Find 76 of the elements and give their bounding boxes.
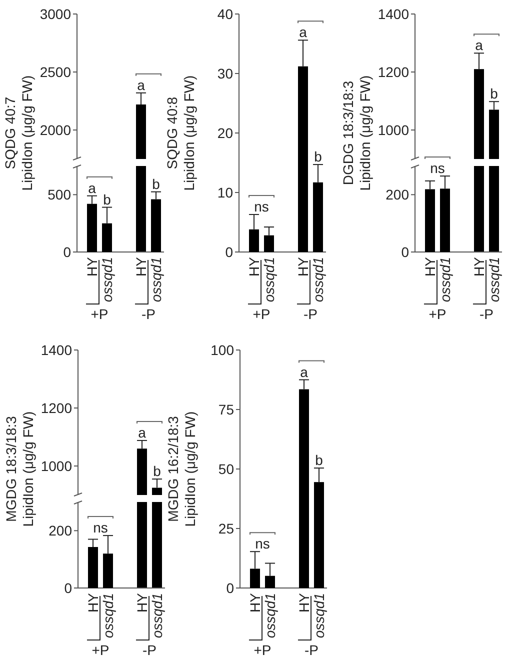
data-label: b	[153, 463, 162, 480]
data-label: a	[475, 37, 484, 54]
y-tick-label: 0	[63, 244, 72, 260]
data-label: b	[315, 452, 324, 468]
y-tick-label: 200	[48, 522, 72, 539]
x-tick-label: HY	[246, 256, 262, 276]
y-tick-label: 0	[64, 580, 72, 596]
data-label: b	[103, 191, 112, 208]
y-tick-label: 0	[401, 244, 410, 260]
x-tick-label: HY	[295, 256, 311, 276]
y-tick-label: 40	[217, 6, 234, 22]
text: -P	[142, 306, 156, 322]
y-axis-title: DGDG 18:3/18:3 LipidIon (μg/g FW)	[340, 75, 373, 191]
y-tick-label: 1000	[40, 458, 72, 474]
x-tick-label: HY	[471, 256, 487, 276]
x-tick-label: HY	[85, 592, 101, 612]
y-tick-label: 2000	[40, 122, 72, 138]
y-tick-label: 0	[225, 244, 234, 260]
y-tick-label: 100	[210, 342, 234, 358]
x-tick-label: ossqd1	[437, 257, 453, 302]
x-tick-label: HY	[133, 256, 149, 276]
y-tick-label: 1000	[378, 122, 410, 138]
y-tick-label: 75	[218, 401, 234, 418]
data-label: b	[152, 176, 160, 192]
y-tick-label: 2500	[40, 64, 72, 80]
x-tick-label: ossqd1	[99, 257, 115, 302]
data-label: b	[314, 148, 322, 165]
y-tick-label: 1400	[40, 342, 72, 358]
text: +P	[254, 642, 272, 658]
text: +P	[92, 642, 110, 658]
data-label: ns	[254, 198, 269, 215]
text: +P	[252, 306, 270, 322]
y-tick-label: 20	[217, 124, 234, 141]
data-label: ns	[430, 160, 445, 176]
x-tick-label: ossqd1	[149, 593, 165, 638]
x-tick-label: ossqd1	[262, 593, 278, 638]
y-tick-label: 500	[48, 186, 72, 203]
text: -P	[142, 642, 156, 658]
data-label: a	[88, 180, 96, 196]
x-tick-label: ossqd1	[148, 257, 164, 302]
y-tick-label: 1400	[378, 6, 410, 22]
y-tick-label: 0	[226, 580, 234, 596]
y-tick-label: 50	[218, 460, 234, 477]
x-tick-label: HY	[296, 592, 312, 612]
y-tick-label: 3000	[40, 6, 72, 22]
y-tick-label: 200	[386, 186, 410, 203]
x-tick-label: HY	[247, 592, 263, 612]
data-label: a	[138, 424, 146, 440]
text: -P	[480, 306, 494, 322]
text: +P	[90, 306, 108, 322]
y-axis-title: MGDG 18:3/18:3 LipidIon (μg/g FW)	[3, 411, 36, 527]
text: -P	[304, 642, 318, 658]
y-axis-title: SQDG 40:8 LipidIon (μg/g FW)	[164, 75, 197, 191]
x-tick-label: ossqd1	[100, 593, 116, 638]
x-tick-label: HY	[422, 256, 438, 276]
x-tick-label: ossqd1	[311, 593, 327, 638]
x-tick-label: HY	[84, 256, 100, 276]
y-axis-title: SQDG 40:7 LipidIon (μg/g FW)	[2, 75, 35, 191]
x-tick-label: ossqd1	[261, 257, 277, 302]
x-tick-label: ossqd1	[486, 257, 502, 302]
y-tick-label: 10	[217, 184, 234, 200]
data-label: ns	[93, 520, 108, 536]
data-label: a	[137, 76, 146, 93]
x-tick-label: ossqd1	[310, 257, 326, 302]
y-axis-title: MGDG 16:2/18:3 LipidIon (μg/g FW)	[165, 411, 198, 527]
text: -P	[304, 306, 318, 322]
data-label: a	[300, 364, 308, 380]
y-tick-label: 25	[218, 520, 234, 536]
y-tick-label: 1200	[378, 64, 410, 80]
text: +P	[428, 306, 446, 322]
data-label: b	[490, 86, 498, 102]
data-label: ns	[255, 536, 270, 552]
y-tick-label: 1200	[40, 400, 72, 416]
data-label: a	[299, 24, 308, 40]
y-tick-label: 30	[217, 65, 234, 82]
x-tick-label: HY	[134, 592, 150, 612]
